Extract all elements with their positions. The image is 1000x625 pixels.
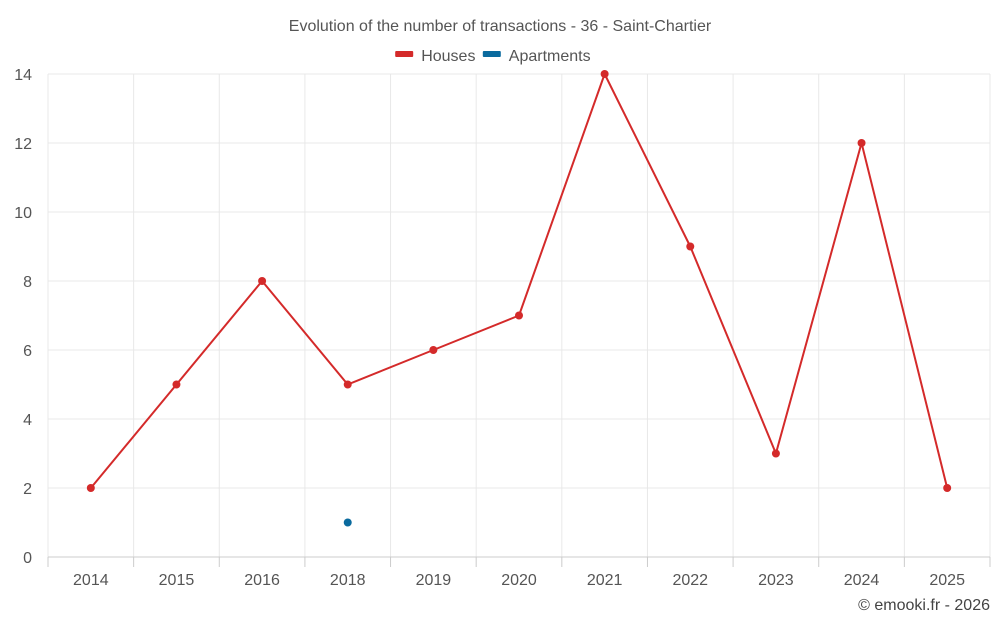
y-axis-ticks: 0 2 4 6 8 10 12 14	[14, 67, 32, 567]
data-point	[172, 380, 181, 389]
x-tick-label: 2025	[929, 572, 965, 589]
legend-item-houses: Houses	[395, 48, 475, 65]
series-houses	[86, 70, 952, 492]
data-point	[600, 70, 609, 78]
series-apartments	[343, 518, 352, 527]
legend-label: Apartments	[509, 48, 591, 65]
x-tick-label: 2022	[672, 572, 708, 589]
legend-swatch	[482, 51, 501, 57]
data-point	[771, 449, 780, 458]
data-point	[943, 484, 952, 492]
data-point	[686, 242, 695, 251]
data-point	[343, 518, 352, 527]
x-tick-label: 2023	[758, 572, 794, 589]
chart-title: Evolution of the number of transactions …	[289, 18, 712, 35]
y-tick-label: 4	[23, 412, 32, 429]
x-tick-label: 2016	[244, 572, 280, 589]
data-point	[258, 277, 267, 285]
x-axis-ticks: 2014 2015 2016 2018 2019 2020 2021 2022 2023 2024…	[47, 557, 991, 589]
x-tick-label: 2015	[159, 572, 195, 589]
y-tick-label: 8	[23, 274, 32, 291]
y-tick-label: 10	[14, 205, 32, 222]
data-point	[857, 139, 866, 147]
legend-swatch	[395, 51, 414, 57]
y-tick-label: 2	[23, 481, 32, 498]
legend-item-apartments: Apartments	[482, 48, 591, 65]
credit-text: © emooki.fr - 2026	[858, 597, 990, 614]
legend-label: Houses	[421, 48, 475, 65]
data-point	[515, 311, 523, 320]
x-tick-label: 2014	[73, 572, 109, 589]
x-tick-label: 2021	[587, 572, 623, 589]
legend: Houses Apartments	[395, 48, 591, 65]
y-tick-label: 14	[14, 67, 32, 84]
y-tick-label: 0	[23, 550, 32, 567]
x-tick-label: 2024	[844, 572, 880, 589]
x-tick-label: 2020	[501, 572, 537, 589]
y-tick-label: 12	[14, 136, 32, 153]
x-tick-label: 2019	[416, 572, 452, 589]
x-tick-label: 2018	[330, 572, 366, 589]
data-point	[86, 484, 95, 492]
series-layer	[86, 70, 952, 527]
data-point	[429, 346, 438, 354]
data-point	[343, 380, 352, 389]
y-tick-label: 6	[23, 343, 32, 360]
